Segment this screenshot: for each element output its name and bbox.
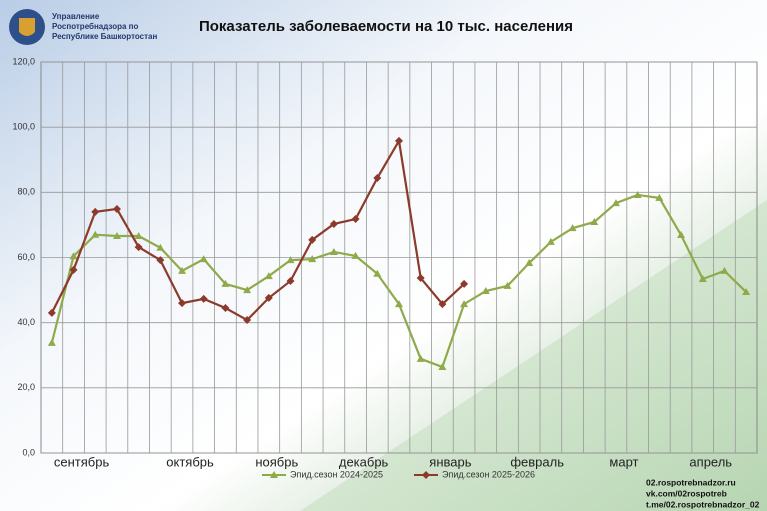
marker bbox=[416, 354, 425, 362]
marker bbox=[677, 231, 686, 239]
marker bbox=[503, 281, 512, 289]
marker bbox=[178, 266, 187, 274]
marker bbox=[655, 193, 664, 201]
marker bbox=[69, 265, 78, 274]
marker bbox=[221, 304, 230, 313]
x-tick-label: январь bbox=[429, 454, 471, 469]
marker bbox=[91, 230, 100, 238]
y-tick-label: 120,0 bbox=[12, 56, 35, 66]
decor bbox=[300, 200, 767, 511]
marker bbox=[422, 471, 430, 479]
marker bbox=[264, 272, 273, 280]
marker bbox=[178, 299, 187, 308]
marker bbox=[156, 256, 165, 265]
x-tick-label: ноябрь bbox=[255, 454, 298, 469]
legend-label: Эпид.сезон 2024-2025 bbox=[290, 469, 383, 479]
marker bbox=[373, 173, 382, 182]
marker bbox=[416, 274, 425, 283]
org-line: Управление bbox=[52, 12, 100, 21]
marker bbox=[460, 300, 469, 308]
org-line: Роспотребнадзора по bbox=[52, 22, 138, 31]
marker bbox=[199, 294, 208, 303]
footer-link: vk.com/02rospotreb bbox=[646, 488, 727, 498]
marker bbox=[329, 247, 338, 255]
legend-label: Эпид.сезон 2025-2026 bbox=[442, 469, 535, 479]
logo bbox=[9, 9, 45, 45]
marker bbox=[112, 231, 121, 239]
marker bbox=[134, 231, 143, 239]
marker bbox=[395, 136, 403, 145]
y-tick-label: 40,0 bbox=[17, 317, 35, 327]
marker bbox=[243, 316, 252, 325]
x-tick-label: февраль bbox=[510, 454, 564, 469]
chart-title: Показатель заболеваемости на 10 тыс. нас… bbox=[199, 18, 573, 35]
y-tick-label: 100,0 bbox=[12, 122, 35, 132]
series-line bbox=[50, 137, 465, 322]
marker bbox=[568, 224, 577, 232]
marker bbox=[270, 471, 278, 478]
marker bbox=[308, 235, 317, 244]
marker bbox=[742, 288, 751, 296]
x-tick-label: декабрь bbox=[339, 454, 389, 469]
y-tick-label: 0,0 bbox=[22, 447, 35, 457]
marker bbox=[351, 215, 360, 224]
marker bbox=[199, 255, 208, 263]
marker bbox=[134, 243, 143, 252]
org-line: Республике Башкортостан bbox=[52, 32, 157, 41]
marker bbox=[525, 259, 534, 267]
marker bbox=[460, 279, 469, 288]
marker bbox=[156, 243, 165, 251]
marker bbox=[373, 269, 382, 277]
marker bbox=[395, 300, 403, 308]
marker bbox=[47, 338, 56, 346]
marker bbox=[221, 279, 230, 287]
y-tick-label: 20,0 bbox=[17, 382, 35, 392]
marker bbox=[47, 308, 56, 317]
marker bbox=[611, 199, 620, 207]
marker bbox=[69, 252, 78, 260]
marker bbox=[91, 207, 100, 216]
x-tick-label: сентябрь bbox=[54, 454, 110, 469]
marker bbox=[546, 237, 555, 245]
marker bbox=[329, 219, 338, 228]
marker bbox=[590, 217, 599, 225]
y-tick-label: 60,0 bbox=[17, 252, 35, 262]
marker bbox=[286, 256, 295, 264]
marker bbox=[264, 293, 273, 302]
x-tick-label: март bbox=[609, 454, 638, 469]
footer-link: 02.rospotrebnadzor.ru bbox=[646, 477, 736, 487]
marker bbox=[438, 300, 447, 309]
marker bbox=[243, 286, 252, 294]
marker bbox=[112, 204, 121, 213]
y-tick-label: 80,0 bbox=[17, 187, 35, 197]
x-tick-label: октябрь bbox=[166, 454, 214, 469]
x-tick-label: апрель bbox=[689, 454, 732, 469]
marker bbox=[286, 276, 295, 285]
marker bbox=[351, 251, 360, 259]
marker bbox=[308, 255, 317, 263]
marker bbox=[438, 362, 447, 370]
marker bbox=[698, 275, 707, 283]
marker bbox=[633, 190, 642, 198]
footer-link: t.me/02.rospotrebnadzor_02 bbox=[646, 499, 760, 509]
marker bbox=[481, 287, 490, 295]
marker bbox=[720, 266, 729, 274]
